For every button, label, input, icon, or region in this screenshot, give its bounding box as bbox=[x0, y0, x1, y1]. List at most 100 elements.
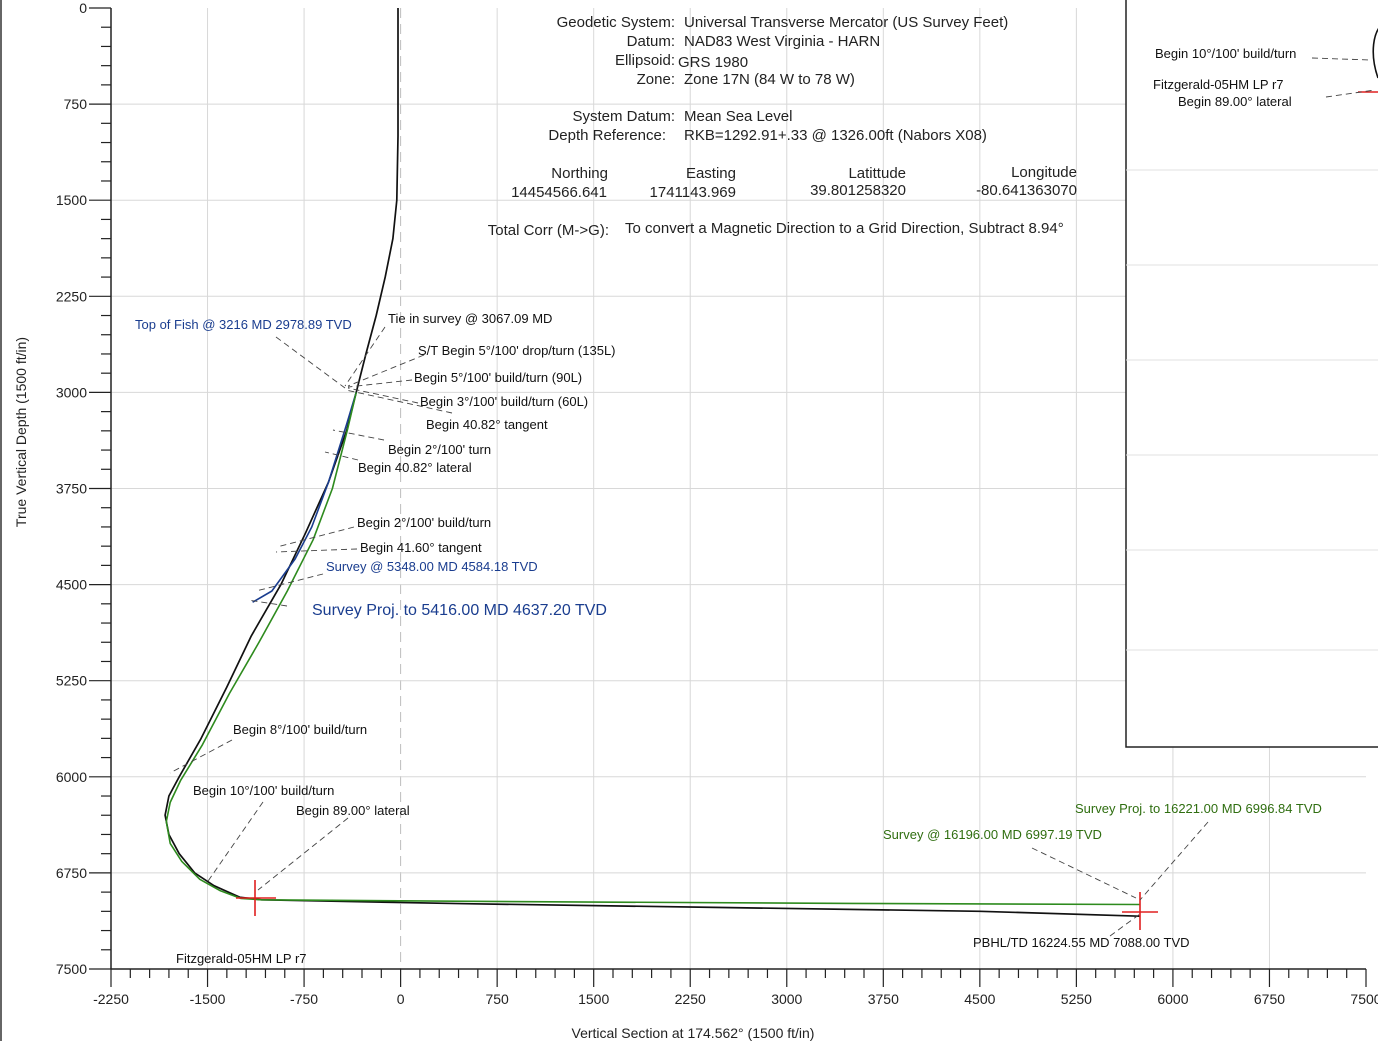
x-tick-label: 2250 bbox=[675, 991, 706, 1007]
x-tick-label: 750 bbox=[485, 991, 509, 1007]
info-datum-label: Datum: bbox=[627, 33, 675, 50]
leader-10deg-build-turn bbox=[205, 801, 264, 885]
info-longitude-label: Longitude bbox=[1011, 164, 1077, 181]
y-tick-label: 6000 bbox=[56, 769, 87, 785]
y-tick-label: 2250 bbox=[56, 288, 87, 304]
inset-label-lateral: Begin 89.00° lateral bbox=[1178, 94, 1292, 109]
ann-survey-proj-16221: Survey Proj. to 16221.00 MD 6996.84 TVD bbox=[1075, 801, 1322, 816]
inset-frame bbox=[1125, 0, 1378, 748]
ann-begin-8deg-build-turn: Begin 8°/100' build/turn bbox=[233, 722, 367, 737]
x-tick-label: -750 bbox=[290, 991, 318, 1007]
ann-begin-3deg-build-turn: Begin 3°/100' build/turn (60L) bbox=[420, 394, 588, 409]
y-tick-label: 7500 bbox=[56, 961, 87, 977]
leader-pbhl bbox=[1109, 913, 1141, 937]
y-tick-label: 5250 bbox=[56, 673, 87, 689]
ann-begin-tangent-4160: Begin 41.60° tangent bbox=[360, 540, 482, 555]
ann-st-begin-drop-turn: S/T Begin 5°/100' drop/turn (135L) bbox=[418, 343, 616, 358]
ann-survey-5348: Survey @ 5348.00 MD 4584.18 TVD bbox=[326, 559, 538, 574]
inset-label-well-name: Fitzgerald-05HM LP r7 bbox=[1153, 77, 1284, 92]
ann-begin-89-lateral: Begin 89.00° lateral bbox=[296, 803, 410, 818]
ann-begin-10deg-build-turn: Begin 10°/100' build/turn bbox=[193, 783, 334, 798]
x-axis-title: Vertical Section at 174.562° (1500 ft/in… bbox=[572, 1025, 815, 1041]
info-geodetic-label: Geodetic System: bbox=[557, 14, 675, 31]
leader-2deg-build-turn bbox=[276, 526, 355, 548]
inset-label-build-turn: Begin 10°/100' build/turn bbox=[1155, 46, 1296, 61]
leader-41-tangent bbox=[275, 548, 358, 553]
leader-lateral bbox=[324, 451, 359, 461]
ann-begin-5deg-build-turn: Begin 5°/100' build/turn (90L) bbox=[414, 370, 582, 385]
leader-build-turn-60l bbox=[347, 387, 419, 404]
axes: 0750150022503000375045005250600067507500… bbox=[56, 0, 1378, 1007]
info-latitude-label: Latittude bbox=[848, 165, 906, 182]
ann-begin-tangent-4082: Begin 40.82° tangent bbox=[426, 417, 548, 432]
info-geodetic-value: Universal Transverse Mercator (US Survey… bbox=[684, 14, 1008, 31]
info-datum-value: NAD83 West Virginia - HARN bbox=[684, 33, 880, 50]
y-tick-label: 3750 bbox=[56, 481, 87, 497]
leader-tie-in bbox=[344, 326, 386, 387]
leader-tangent bbox=[345, 389, 453, 414]
leader-survey-5348 bbox=[255, 573, 324, 592]
x-tick-label: -1500 bbox=[190, 991, 226, 1007]
y-tick-label: 750 bbox=[64, 96, 88, 112]
inset-panel: Begin 10°/100' build/turn Fitzgerald-05H… bbox=[1125, 0, 1378, 748]
ann-begin-lateral-4082: Begin 40.82° lateral bbox=[358, 460, 472, 475]
info-total-corr-value: To convert a Magnetic Direction to a Gri… bbox=[625, 220, 1064, 237]
ann-begin-2deg-turn: Begin 2°/100' turn bbox=[388, 442, 491, 457]
leader-survey-proj-16221 bbox=[1139, 821, 1209, 901]
x-tick-label: 6750 bbox=[1254, 991, 1285, 1007]
ann-survey-16196: Survey @ 16196.00 MD 6997.19 TVD bbox=[883, 827, 1102, 842]
y-axis-title: True Vertical Depth (1500 ft/in) bbox=[13, 337, 29, 527]
wellpath-survey-line bbox=[165, 392, 1140, 906]
ann-top-of-fish: Top of Fish @ 3216 MD 2978.89 TVD bbox=[135, 317, 352, 332]
ann-begin-2deg-build-turn: Begin 2°/100' build/turn bbox=[357, 515, 491, 530]
info-ellipsoid-label: Ellipsoid: bbox=[615, 52, 675, 69]
x-tick-label: 6000 bbox=[1157, 991, 1188, 1007]
info-longitude-value: -80.641363070 bbox=[976, 182, 1077, 199]
ann-survey-proj-5416: Survey Proj. to 5416.00 MD 4637.20 TVD bbox=[312, 602, 607, 619]
y-tick-label: 3000 bbox=[56, 384, 87, 400]
x-tick-label: 1500 bbox=[578, 991, 609, 1007]
x-tick-label: 5250 bbox=[1061, 991, 1092, 1007]
leader-build-turn-90l bbox=[347, 379, 413, 388]
info-block: Geodetic System: Universal Transverse Me… bbox=[488, 14, 1077, 239]
y-tick-label: 1500 bbox=[56, 192, 87, 208]
x-tick-label: 7500 bbox=[1350, 991, 1378, 1007]
x-tick-label: 0 bbox=[397, 991, 405, 1007]
info-zone-label: Zone: bbox=[637, 71, 675, 88]
y-tick-label: 4500 bbox=[56, 577, 87, 593]
target-markers bbox=[236, 880, 1158, 930]
info-depth-ref-value: RKB=1292.91+.33 @ 1326.00ft (Nabors X08) bbox=[684, 127, 987, 144]
info-northing-label: Northing bbox=[551, 165, 608, 182]
inset-leader bbox=[1325, 89, 1376, 98]
info-ellipsoid-value: GRS 1980 bbox=[678, 54, 748, 71]
y-tick-label: 6750 bbox=[56, 865, 87, 881]
leader-top-of-fish bbox=[275, 336, 346, 389]
leader-8deg-build-turn bbox=[169, 739, 233, 774]
annotations: Top of Fish @ 3216 MD 2978.89 TVD Tie in… bbox=[135, 311, 1322, 966]
leader-survey-proj-5416 bbox=[247, 599, 288, 607]
leader-89-lateral bbox=[257, 817, 349, 891]
x-tick-label: -2250 bbox=[93, 991, 129, 1007]
leader-2deg-turn bbox=[332, 429, 385, 441]
ann-tie-in-survey: Tie in survey @ 3067.09 MD bbox=[388, 311, 552, 326]
wellpath-plan-line bbox=[164, 8, 1140, 918]
info-depth-ref-label: Depth Reference: bbox=[548, 127, 666, 144]
ann-well-name: Fitzgerald-05HM LP r7 bbox=[176, 951, 307, 966]
y-tick-label: 0 bbox=[79, 0, 87, 16]
inset-wellpath bbox=[1372, 28, 1378, 79]
series-layer bbox=[164, 8, 1140, 918]
x-tick-label: 3750 bbox=[868, 991, 899, 1007]
info-total-corr-label: Total Corr (M->G): bbox=[488, 222, 609, 239]
x-tick-label: 3000 bbox=[771, 991, 802, 1007]
annotation-leaders bbox=[169, 326, 1209, 937]
ann-pbhl-td: PBHL/TD 16224.55 MD 7088.00 TVD bbox=[973, 935, 1190, 950]
info-system-datum-value: Mean Sea Level bbox=[684, 108, 792, 125]
info-easting-label: Easting bbox=[686, 165, 736, 182]
x-tick-label: 4500 bbox=[964, 991, 995, 1007]
info-easting-value: 1741143.969 bbox=[650, 184, 736, 201]
wellpath-survey-upper-line bbox=[252, 392, 357, 603]
info-system-datum-label: System Datum: bbox=[572, 108, 675, 125]
info-zone-value: Zone 17N (84 W to 78 W) bbox=[684, 71, 855, 88]
leader-st-begin bbox=[347, 354, 425, 387]
